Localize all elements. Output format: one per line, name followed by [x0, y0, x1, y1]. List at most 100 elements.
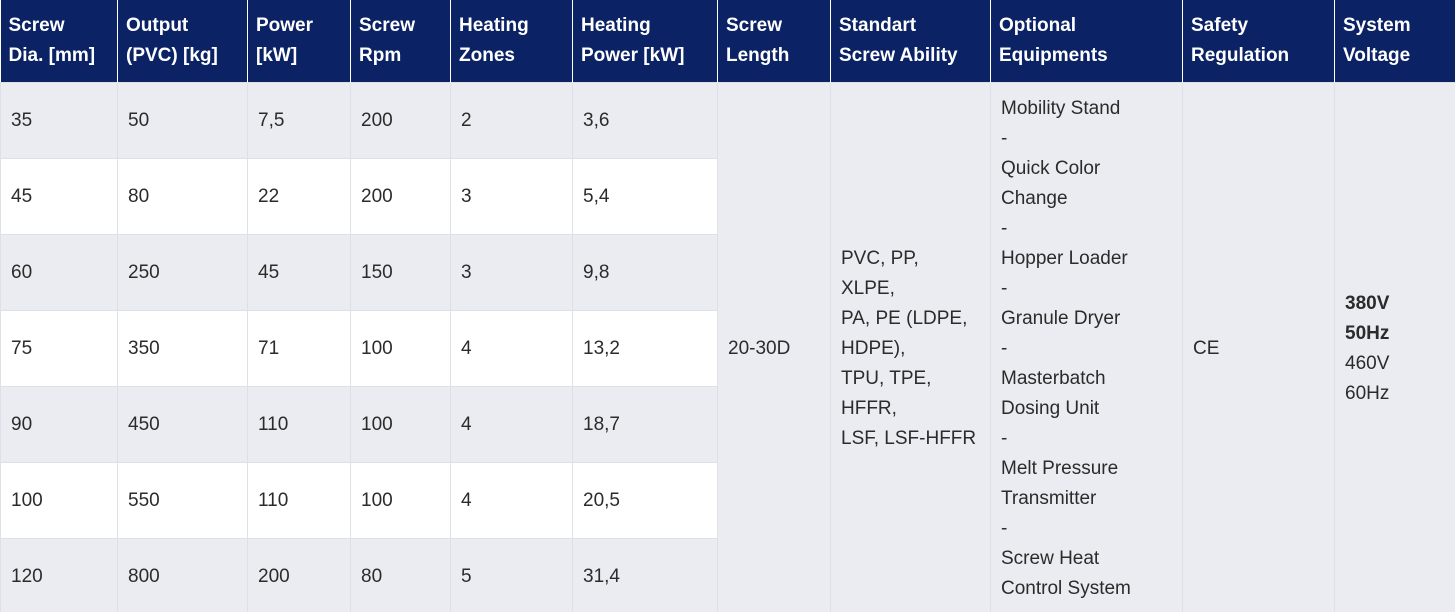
table-row: 45 80 22 200 3 5,4	[0, 158, 1455, 235]
table-cell: 5,4	[572, 158, 718, 235]
table-body: 35 50 7,5 200 2 3,6 20-30D PVC, PP, XLPE, PA, PE …	[0, 82, 1455, 612]
table-cell: 75	[0, 310, 118, 387]
optional-equipment-line: Mobility Stand	[1001, 97, 1121, 119]
optional-equipment-line: Quick Color	[1001, 157, 1101, 179]
optional-equipment-line: Masterbatch	[1001, 367, 1106, 389]
header-line: Power [kW]	[581, 45, 685, 66]
table-cell: 250	[117, 234, 248, 311]
table-row: 75 350 71 100 4 13,2	[0, 310, 1455, 387]
table-cell: 80	[350, 538, 451, 612]
optional-equipment-line: -	[1001, 427, 1008, 449]
header-line: Power	[256, 15, 314, 36]
screw-ability-line: XLPE,	[841, 277, 895, 299]
screw-ability-line: LSF, LSF-HFFR	[841, 427, 977, 449]
table-row: 90 450 110 100 4 18,7	[0, 386, 1455, 463]
screw-ability-line: TPU, TPE,	[841, 367, 932, 389]
optional-equipments-cell: Mobility Stand - Quick Color Change - Hopper …	[990, 82, 1183, 612]
table-cell: 3,6	[572, 82, 718, 159]
header-cell: Output (PVC) [kg]	[117, 0, 248, 83]
screw-ability-cell: PVC, PP, XLPE, PA, PE (LDPE, HDPE), TPU, TPE…	[830, 82, 991, 612]
header-cell: Screw Length	[717, 0, 831, 83]
table-cell: 80	[117, 158, 248, 235]
header-cell: Standart Screw Ability	[830, 0, 991, 83]
table-cell: 5	[450, 538, 573, 612]
voltage-line: 380V	[1345, 292, 1390, 314]
table-cell: 800	[117, 538, 248, 612]
optional-equipment-line: -	[1001, 277, 1008, 299]
table-cell: 4	[450, 386, 573, 463]
table-cell: 110	[247, 386, 351, 463]
table-cell: 31,4	[572, 538, 718, 612]
table-cell: 100	[0, 462, 118, 539]
optional-equipment-line: Change	[1001, 187, 1068, 209]
table-cell: 71	[247, 310, 351, 387]
header-cell: Screw Dia. [mm]	[0, 0, 118, 83]
table-cell: 3	[450, 234, 573, 311]
header-line: Dia. [mm]	[8, 45, 96, 66]
table-cell: 110	[247, 462, 351, 539]
table-cell: 200	[247, 538, 351, 612]
optional-equipment-line: Hopper Loader	[1001, 247, 1128, 269]
table-cell: 50	[117, 82, 248, 159]
header-row: Screw Dia. [mm] Output (PVC) [kg] Power [kW] S…	[0, 0, 1455, 83]
optional-equipment-line: Dosing Unit	[1001, 397, 1100, 419]
screw-ability-line: PVC, PP,	[841, 247, 919, 269]
header-line: Regulation	[1191, 45, 1290, 66]
table-cell: 550	[117, 462, 248, 539]
table-cell: 200	[350, 158, 451, 235]
table-cell: 150	[350, 234, 451, 311]
optional-equipment-line: Screw Heat	[1001, 547, 1100, 569]
optional-equipment-line: Transmitter	[1001, 487, 1097, 509]
table-row: 35 50 7,5 200 2 3,6 20-30D PVC, PP, XLPE, PA, PE …	[0, 82, 1455, 612]
table-cell: 20,5	[572, 462, 718, 539]
header-line: Optional	[999, 15, 1077, 36]
optional-equipment-line: -	[1001, 127, 1008, 149]
safety-regulation-cell: CE	[1182, 82, 1335, 612]
table-cell: 7,5	[247, 82, 351, 159]
system-voltage-cell: 380V 50Hz 460V 60Hz	[1334, 82, 1455, 612]
header-line: Standart	[839, 15, 917, 36]
table-cell: 35	[0, 82, 118, 159]
table-cell: 60	[0, 234, 118, 311]
voltage-line: 60Hz	[1345, 382, 1390, 404]
table-cell: 4	[450, 462, 573, 539]
table-cell: 45	[247, 234, 351, 311]
header-line: Rpm	[359, 45, 402, 66]
table-cell: 4	[450, 310, 573, 387]
voltage-line: 460V	[1345, 352, 1390, 374]
table-row: 120 800 200 80 5 31,4	[0, 538, 1455, 612]
header-line: Heating	[459, 15, 529, 36]
optional-equipment-line: Melt Pressure	[1001, 457, 1119, 479]
table-row: 100 550 110 100 4 20,5	[0, 462, 1455, 539]
table-cell: 350	[117, 310, 248, 387]
table-cell: 100	[350, 386, 451, 463]
screw-length-cell: 20-30D	[717, 82, 831, 612]
header-cell: Heating Power [kW]	[572, 0, 718, 83]
header-line: Screw Ability	[839, 45, 958, 66]
header-cell: Safety Regulation	[1182, 0, 1335, 83]
table-cell: 100	[350, 462, 451, 539]
header-line: Voltage	[1343, 45, 1411, 66]
header-cell: Power [kW]	[247, 0, 351, 83]
table-cell: 120	[0, 538, 118, 612]
header-line: [kW]	[256, 45, 298, 66]
header-line: Screw	[726, 15, 782, 36]
header-line: Screw	[8, 15, 65, 36]
header-line: Length	[726, 45, 790, 66]
optional-equipment-line: -	[1001, 217, 1008, 239]
header-line: Zones	[459, 45, 515, 66]
header-line: Output	[126, 15, 189, 36]
table-cell: 3	[450, 158, 573, 235]
header-line: Safety	[1191, 15, 1249, 36]
header-cell: Heating Zones	[450, 0, 573, 83]
screw-ability-line: HDPE),	[841, 337, 906, 359]
table-cell: 2	[450, 82, 573, 159]
optional-equipment-line: -	[1001, 517, 1008, 539]
table-cell: 45	[0, 158, 118, 235]
header-cell: Screw Rpm	[350, 0, 451, 83]
table-cell: 100	[350, 310, 451, 387]
screw-ability-line: PA, PE (LDPE,	[841, 307, 968, 329]
optional-equipment-line: Control System	[1001, 577, 1131, 599]
table-cell: 13,2	[572, 310, 718, 387]
table-cell: 22	[247, 158, 351, 235]
